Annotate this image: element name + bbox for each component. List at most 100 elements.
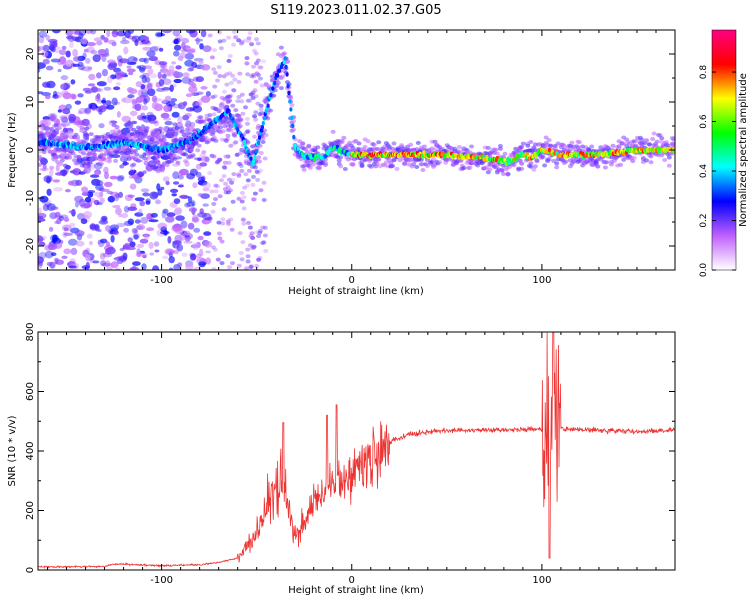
heat-noise-cell xyxy=(126,61,137,65)
heat-noise-cell xyxy=(217,39,223,44)
heat-noise-cell xyxy=(38,218,46,222)
heat-noise-cell xyxy=(205,220,212,224)
heat-noise-cell xyxy=(197,176,205,182)
heat-noise-cell xyxy=(154,249,160,253)
heat-noise-cell xyxy=(226,35,232,40)
heat-noise-cell xyxy=(118,191,123,198)
heat-noise-cell xyxy=(72,63,80,67)
heat-noise-cell xyxy=(75,179,83,186)
heat-noise-cell xyxy=(172,240,182,245)
heat-noise-cell xyxy=(96,98,102,103)
heat-noise-cell xyxy=(43,61,50,65)
heat-halo-cell xyxy=(161,134,167,139)
heat-noise-cell xyxy=(81,118,90,127)
spectrogram-y-tick-label: 20 xyxy=(25,48,36,61)
heat-ridge-cell xyxy=(287,90,291,96)
heat-noise-cell xyxy=(249,264,254,268)
heat-noise-cell xyxy=(129,241,136,248)
spectrogram-x-tick-label: 100 xyxy=(532,275,551,286)
heat-halo-cell xyxy=(265,116,271,121)
heat-noise-cell xyxy=(162,78,172,85)
heat-halo-cell xyxy=(391,141,397,146)
heat-noise-cell xyxy=(217,231,222,236)
heat-noise-cell xyxy=(85,254,91,262)
heat-noise-cell xyxy=(147,82,153,91)
heat-noise-cell xyxy=(239,257,245,262)
heat-noise-cell xyxy=(242,185,247,190)
heat-halo-cell xyxy=(122,133,128,138)
heat-halo-cell xyxy=(278,86,284,91)
heat-noise-cell xyxy=(104,52,110,57)
heat-noise-cell xyxy=(80,66,91,72)
heat-noise-cell xyxy=(134,103,142,111)
heat-noise-cell xyxy=(251,245,256,250)
heat-halo-cell xyxy=(93,156,99,161)
heat-noise-cell xyxy=(122,36,127,41)
heat-halo-cell xyxy=(414,165,420,169)
heat-halo-cell xyxy=(88,132,94,137)
heat-halo-cell xyxy=(50,134,56,139)
heat-noise-cell xyxy=(195,163,202,170)
colorbar-tick-label: 0.0 xyxy=(699,263,709,278)
heat-noise-cell xyxy=(251,244,257,249)
heat-halo-cell xyxy=(131,162,137,167)
heat-noise-cell xyxy=(142,254,147,259)
heat-noise-cell xyxy=(262,156,268,161)
heat-noise-cell xyxy=(251,64,256,69)
heat-noise-cell xyxy=(98,49,107,54)
heat-halo-cell xyxy=(505,171,511,176)
heat-halo-cell xyxy=(135,158,141,163)
spectrogram-x-label: Height of straight line (km) xyxy=(288,286,424,297)
heat-halo-cell xyxy=(202,135,208,140)
heat-noise-cell xyxy=(140,188,150,193)
heat-halo-cell xyxy=(654,139,660,144)
heat-noise-cell xyxy=(255,101,261,106)
heat-noise-cell xyxy=(97,195,103,199)
heat-noise-cell xyxy=(127,206,138,211)
heat-noise-cell xyxy=(171,193,177,197)
heat-halo-cell xyxy=(394,166,400,171)
heat-noise-cell xyxy=(61,224,72,232)
heat-noise-cell xyxy=(235,99,241,104)
heat-noise-cell xyxy=(220,217,226,222)
heat-noise-cell xyxy=(142,233,150,238)
heat-noise-cell xyxy=(161,87,171,91)
heat-noise-cell xyxy=(173,44,182,51)
heat-halo-cell xyxy=(399,143,405,148)
heat-ridge-cell xyxy=(73,142,77,147)
heat-noise-cell xyxy=(195,101,202,107)
heat-noise-cell xyxy=(246,36,252,41)
heat-noise-cell xyxy=(186,201,195,207)
heat-noise-cell xyxy=(236,196,242,201)
heat-noise-cell xyxy=(257,230,263,235)
heat-noise-cell xyxy=(93,87,104,93)
heat-noise-cell xyxy=(260,241,266,246)
heat-noise-cell xyxy=(179,233,186,241)
heat-halo-cell xyxy=(169,131,175,136)
heat-noise-cell xyxy=(177,116,183,124)
heat-noise-cell xyxy=(229,180,235,185)
heat-noise-cell xyxy=(85,30,93,34)
heat-noise-cell xyxy=(225,219,231,224)
heat-noise-cell xyxy=(221,174,227,179)
heat-noise-cell xyxy=(177,262,183,268)
heat-noise-cell xyxy=(184,202,191,208)
heat-noise-cell xyxy=(253,117,259,122)
heat-noise-cell xyxy=(211,267,217,270)
snr-series-line xyxy=(38,332,675,569)
heat-halo-cell xyxy=(81,161,87,166)
heat-noise-cell xyxy=(224,82,230,87)
heat-noise-cell xyxy=(212,247,218,252)
heat-halo-cell xyxy=(663,140,669,145)
heat-noise-cell xyxy=(38,207,42,214)
heat-noise-cell xyxy=(228,80,234,85)
heat-noise-cell xyxy=(225,254,231,258)
heat-halo-cell xyxy=(554,161,560,166)
heat-noise-cell xyxy=(211,154,217,159)
colorbar-tick-label: 0.4 xyxy=(699,164,709,179)
colorbar-tick-label: 0.2 xyxy=(699,213,709,227)
heat-noise-cell xyxy=(60,75,69,81)
heat-noise-cell xyxy=(157,222,168,230)
heat-halo-cell xyxy=(546,138,552,143)
heat-halo-cell xyxy=(666,163,672,168)
